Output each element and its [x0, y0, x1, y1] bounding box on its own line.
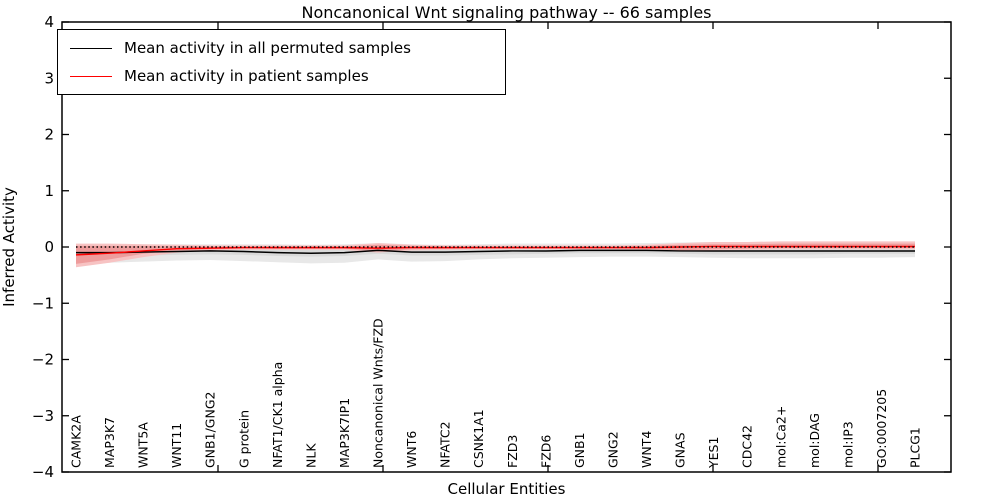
legend-line-red-icon: [70, 75, 112, 77]
category-label: MAP3K7: [102, 417, 117, 468]
y-tick-label: 4: [44, 13, 54, 31]
category-label: mol:IP3: [840, 421, 855, 468]
category-label: WNT4: [639, 431, 654, 468]
category-label: GNB1/GNG2: [203, 392, 218, 468]
category-label: NFATC2: [438, 421, 453, 468]
legend-item-patient: Mean activity in patient samples: [58, 63, 505, 89]
y-tick-label: 2: [44, 126, 54, 144]
legend-item-permuted: Mean activity in all permuted samples: [58, 35, 505, 61]
y-tick-label: −4: [32, 463, 54, 481]
category-label: WNT5A: [136, 422, 151, 468]
legend-label-permuted: Mean activity in all permuted samples: [124, 39, 411, 57]
category-label: GO:0007205: [874, 389, 889, 468]
category-label: WNT11: [169, 423, 184, 468]
category-label: GNB1: [572, 432, 587, 468]
band-patient-inner: [76, 243, 915, 264]
category-label: NFAT1/CK1 alpha: [270, 362, 285, 468]
y-tick-label: −1: [32, 294, 54, 312]
y-axis-label: Inferred Activity: [0, 187, 18, 307]
legend: Mean activity in all permuted samples Me…: [57, 29, 506, 95]
category-label: mol:Ca2+: [773, 406, 788, 468]
category-label: PLCG1: [908, 427, 923, 468]
y-tick-label: −3: [32, 407, 54, 425]
category-label: FZD3: [505, 435, 520, 468]
category-label: CSNK1A1: [471, 409, 486, 468]
y-tick-label: 3: [44, 69, 54, 87]
category-label: MAP3K7IP1: [337, 398, 352, 468]
category-label: FZD6: [538, 435, 553, 468]
category-label: G protein: [236, 410, 251, 468]
y-tick-label: 1: [44, 182, 54, 200]
y-tick-label: −2: [32, 351, 54, 369]
category-label: NLK: [303, 443, 318, 468]
chart-title: Noncanonical Wnt signaling pathway -- 66…: [301, 3, 712, 22]
category-label: mol:DAG: [807, 413, 822, 468]
category-label: YES1: [706, 437, 721, 469]
legend-label-patient: Mean activity in patient samples: [124, 67, 369, 85]
category-label: CDC42: [740, 425, 755, 468]
series-line-permuted: [76, 249, 915, 254]
category-label: GNG2: [605, 431, 620, 468]
legend-line-black-icon: [70, 47, 112, 49]
y-tick-label: 0: [44, 238, 54, 256]
category-label: GNAS: [673, 432, 688, 468]
category-label: CAMK2A: [69, 415, 84, 468]
x-axis-label: Cellular Entities: [447, 480, 566, 498]
category-label: Noncanonical Wnts/FZD: [371, 318, 386, 468]
category-label: WNT6: [404, 431, 419, 468]
